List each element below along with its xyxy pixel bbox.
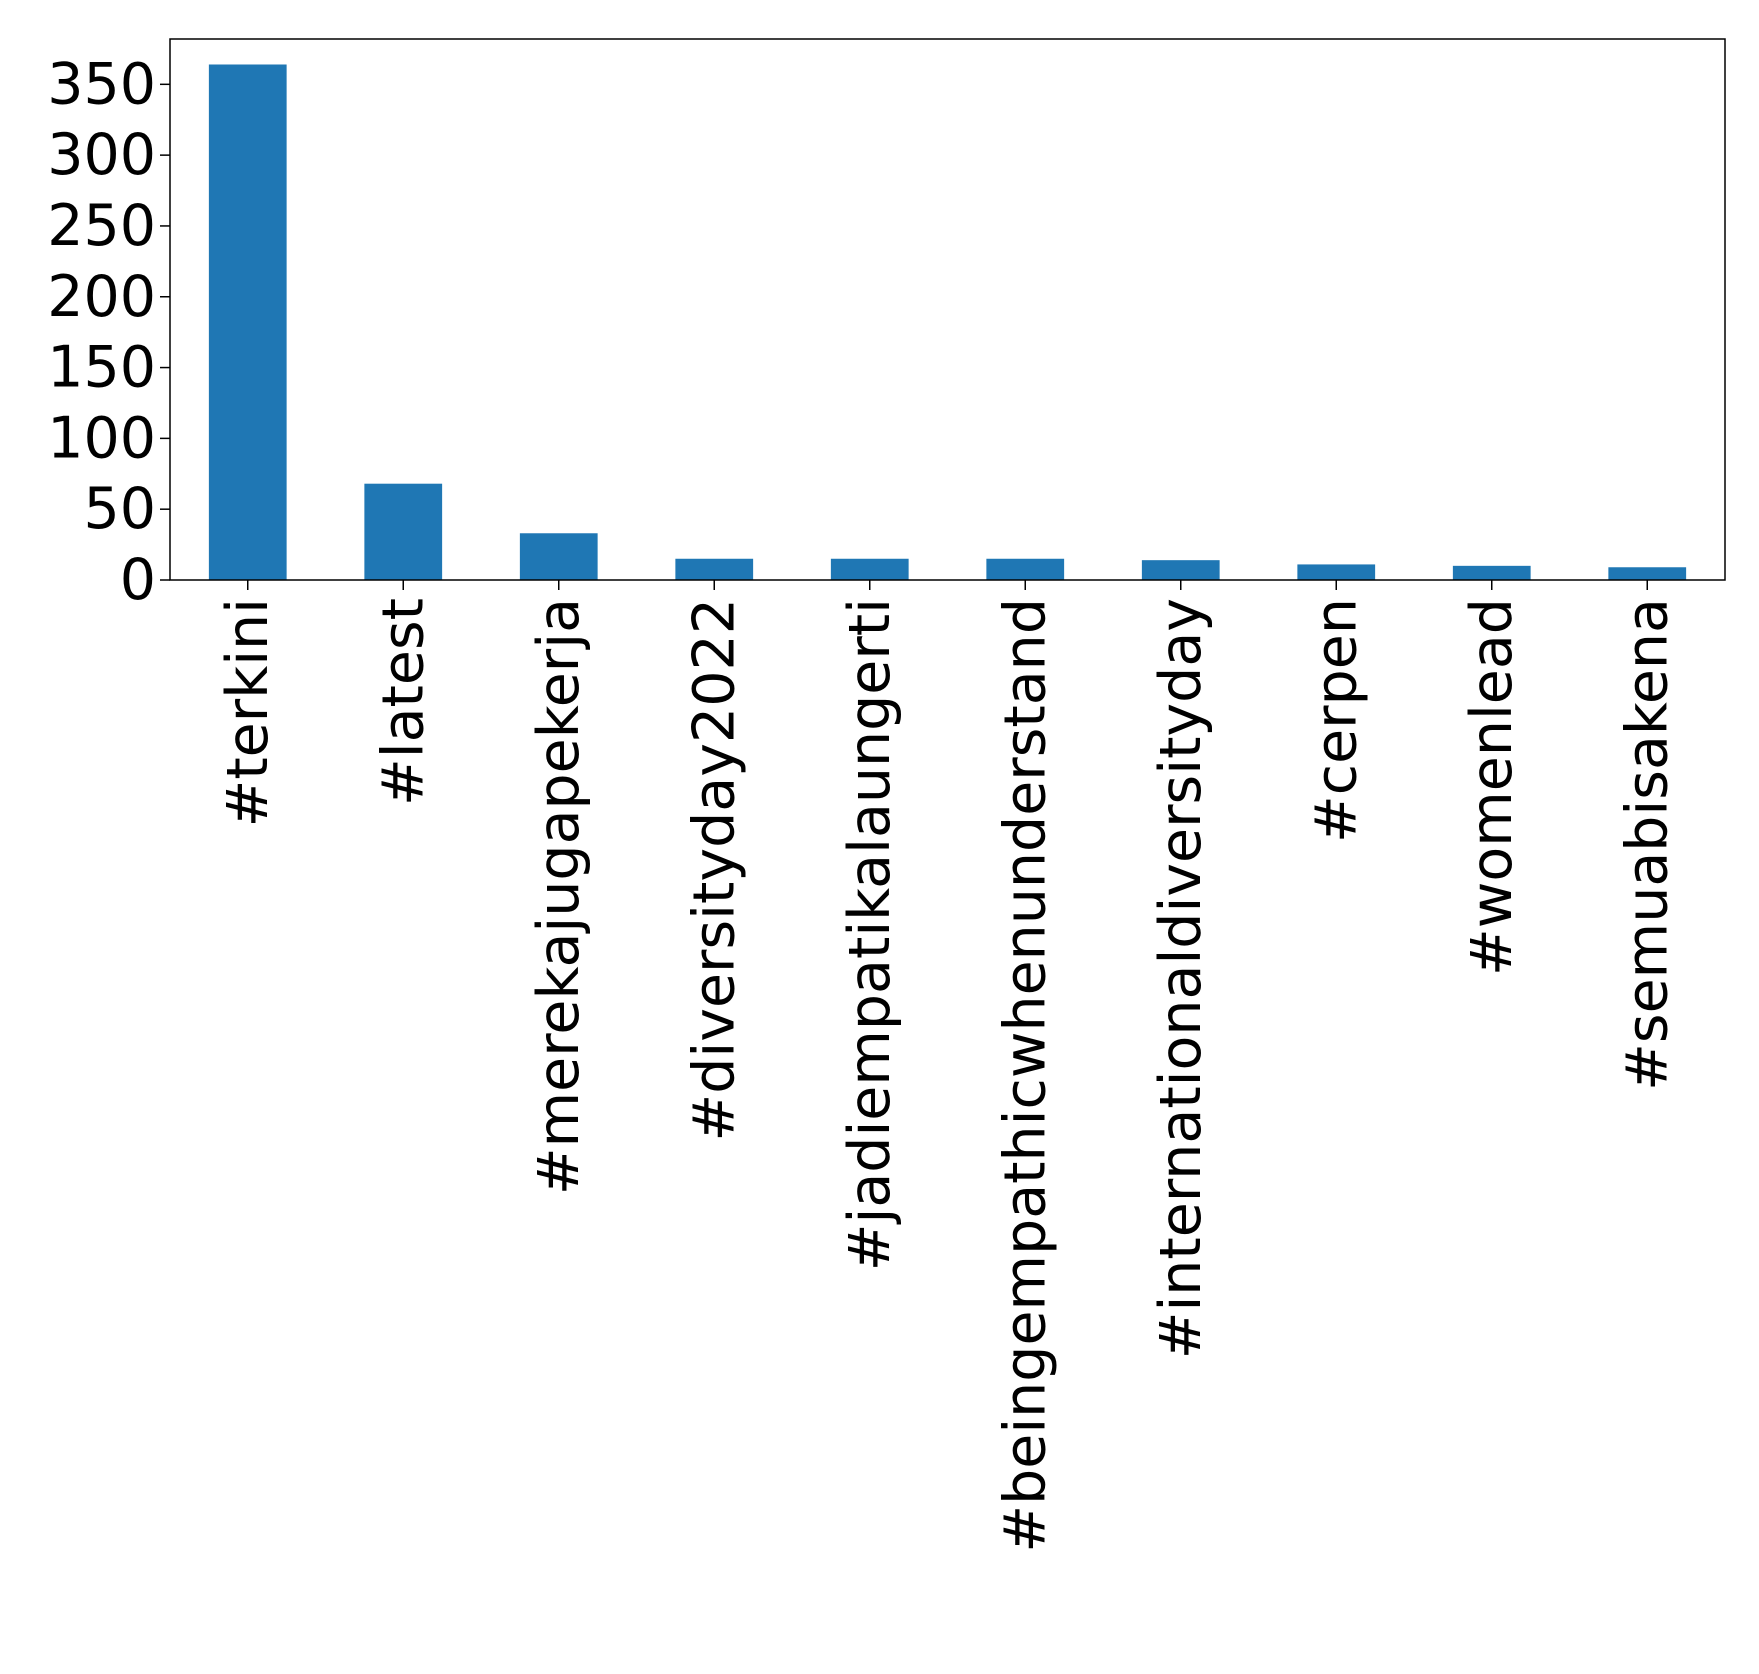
x-tick-label: #beingempathicwhenunderstand bbox=[992, 598, 1058, 1553]
x-tick-label: #diversityday2022 bbox=[681, 598, 747, 1142]
y-tick-label: 0 bbox=[120, 547, 156, 613]
bar-internationaldiversityday bbox=[1141, 560, 1220, 580]
bar-diversityday2022 bbox=[675, 558, 754, 580]
bar-cerpen bbox=[1297, 564, 1376, 580]
bar-semuabisakena bbox=[1608, 567, 1687, 580]
x-tick-label: #latest bbox=[370, 598, 436, 806]
y-tick-label: 250 bbox=[47, 193, 156, 259]
plot-frame bbox=[169, 38, 1726, 581]
y-tick-label: 50 bbox=[83, 476, 156, 542]
x-tick-label: #semuabisakena bbox=[1614, 598, 1680, 1091]
x-tick-label: #terkini bbox=[215, 598, 281, 827]
y-tick-label: 150 bbox=[47, 335, 156, 401]
y-tick-label: 100 bbox=[47, 405, 156, 471]
bar-latest bbox=[364, 483, 443, 580]
bar-womenlead bbox=[1452, 565, 1531, 580]
y-tick-label: 200 bbox=[47, 264, 156, 330]
bar-beingempathicwhenunderstand bbox=[986, 558, 1065, 580]
x-tick-label: #womenlead bbox=[1459, 598, 1525, 976]
x-tick-label: #jadiempatikalaungerti bbox=[837, 598, 903, 1271]
bar-terkini bbox=[208, 64, 287, 581]
y-tick-label: 300 bbox=[47, 122, 156, 188]
bar-merekajugapekerja bbox=[519, 533, 598, 580]
bars-group bbox=[208, 64, 1687, 581]
x-axis: #terkini #latest #merekajugapekerja #divers… bbox=[215, 580, 1680, 1553]
x-tick-label: #internationaldiversityday bbox=[1148, 598, 1214, 1359]
x-tick-label: #cerpen bbox=[1303, 598, 1369, 843]
x-tick-label: #merekajugapekerja bbox=[526, 598, 592, 1195]
y-tick-label: 350 bbox=[47, 51, 156, 117]
bar-jadiempatikalaungerti bbox=[830, 558, 909, 580]
